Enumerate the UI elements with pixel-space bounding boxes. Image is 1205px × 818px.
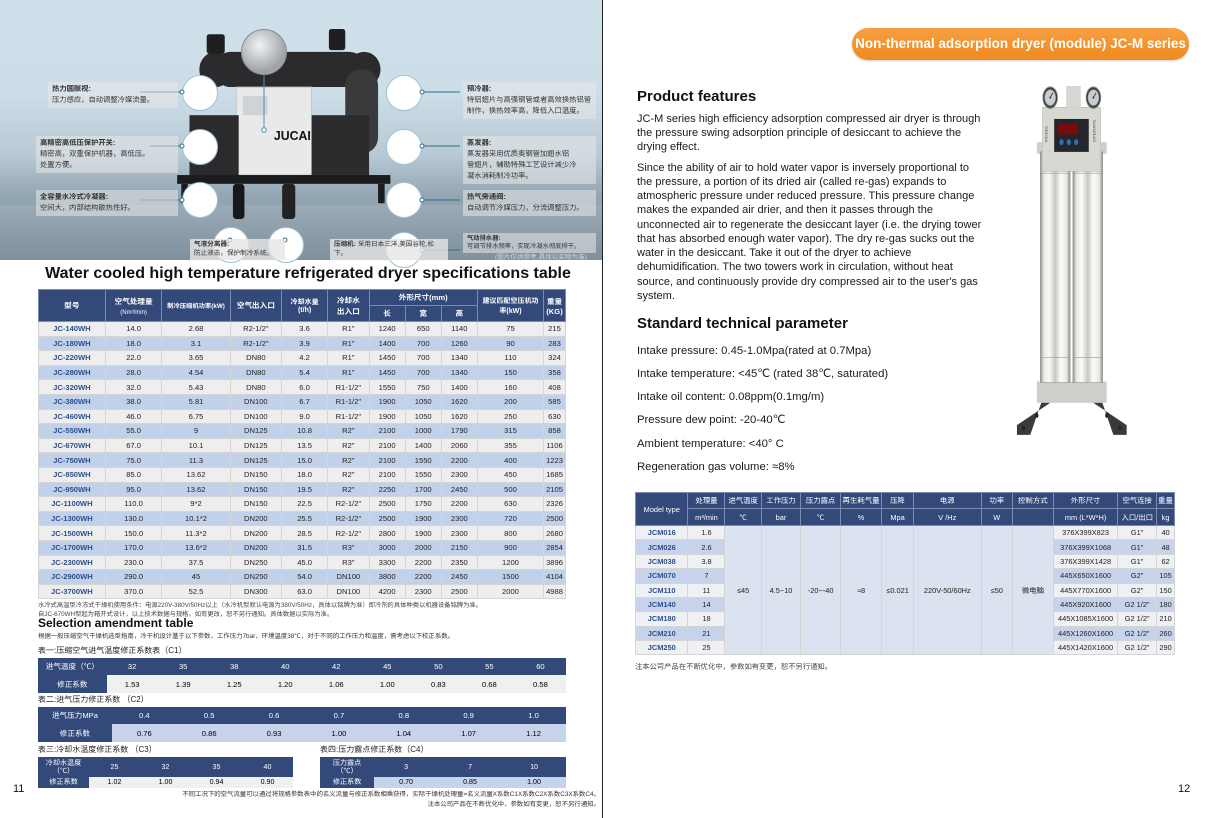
svg-text:MODEL: MODEL [1044,124,1048,142]
svg-text:OPERATE: OPERATE [1092,119,1096,142]
